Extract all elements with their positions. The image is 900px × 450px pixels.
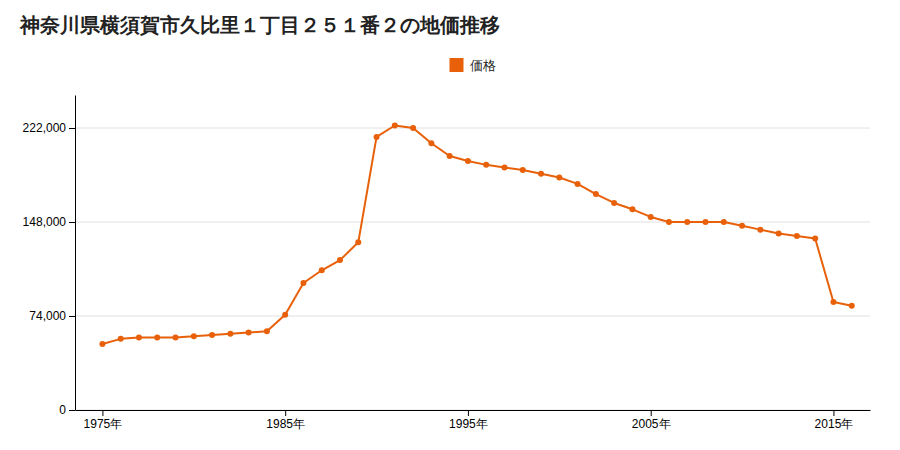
legend: 価格 (450, 58, 496, 73)
point (99, 341, 105, 347)
point (739, 223, 745, 229)
point (465, 158, 471, 164)
line (102, 125, 851, 343)
point (794, 233, 800, 239)
point (575, 181, 581, 187)
tick-mark (102, 410, 103, 416)
point (154, 335, 160, 341)
point (227, 331, 233, 337)
tick-label: 1985年 (266, 417, 305, 431)
tick-mark (285, 410, 286, 416)
point (282, 312, 288, 318)
axis-line (75, 96, 76, 411)
point (703, 219, 709, 225)
point (300, 280, 306, 286)
point (355, 239, 361, 245)
tick-label: 222,000 (23, 121, 67, 135)
markers (99, 122, 854, 346)
grid-line (75, 222, 870, 223)
tick: 222,000 (23, 121, 75, 135)
legend-swatch (450, 58, 464, 72)
point (684, 219, 690, 225)
point (136, 335, 142, 341)
tick: 1985年 (266, 410, 305, 431)
point (319, 267, 325, 273)
tick-label: 1975年 (84, 417, 123, 431)
point (392, 122, 398, 128)
axis-line (76, 410, 871, 411)
point (246, 330, 252, 336)
point (776, 230, 782, 236)
tick-mark (468, 410, 469, 416)
point (812, 236, 818, 242)
point (757, 227, 763, 233)
tick-label: 74,000 (29, 309, 66, 323)
point (648, 214, 654, 220)
tick-mark (69, 222, 75, 223)
point (447, 153, 453, 159)
tick-label: 2015年 (815, 417, 854, 431)
tick: 148,000 (23, 215, 75, 229)
tick-mark (69, 316, 75, 317)
title: 神奈川県横須賀市久比里１丁目２５１番２の地価推移 (19, 13, 500, 37)
point (556, 175, 562, 181)
grid-line (75, 316, 870, 317)
tick: 2015年 (815, 410, 854, 431)
point (337, 257, 343, 263)
point (410, 125, 416, 131)
tick: 0 (59, 403, 75, 417)
y-axis: 0 74,000 148,000 222,000 (23, 96, 76, 418)
point (611, 200, 617, 206)
tick-mark (69, 128, 75, 129)
tick-mark (69, 410, 75, 411)
marks (99, 122, 854, 346)
chart: 神奈川県横須賀市久比里１丁目２５１番２の地価推移 1975年 1985年 1995年 2… (0, 0, 900, 450)
point (374, 134, 380, 140)
point (629, 206, 635, 212)
tick-label: 148,000 (23, 215, 67, 229)
point (830, 299, 836, 305)
x-axis: 1975年 1985年 1995年 2005年 2015年 (76, 410, 871, 431)
grid-line (75, 410, 870, 411)
legend-label: 価格 (470, 58, 496, 73)
tick-label: 1995年 (449, 417, 488, 431)
point (264, 328, 270, 334)
tick: 74,000 (29, 309, 75, 323)
point (666, 219, 672, 225)
y-grid (75, 128, 870, 410)
grid-line (75, 128, 870, 129)
tick: 1995年 (449, 410, 488, 431)
point (593, 191, 599, 197)
tick: 1975年 (84, 410, 123, 431)
plot-area: 1975年 1985年 1995年 2005年 2015年 0 74,000 148,000 2… (23, 96, 871, 431)
point (849, 303, 855, 309)
legend-item: 価格 (450, 58, 496, 73)
tick-label: 2005年 (632, 417, 671, 431)
point (118, 336, 124, 342)
point (191, 333, 197, 339)
tick-mark (833, 410, 834, 416)
point (173, 335, 179, 341)
point (501, 164, 507, 170)
point (428, 140, 434, 146)
tick-mark (651, 410, 652, 416)
tick: 2005年 (632, 410, 671, 431)
tick-label: 0 (59, 403, 66, 417)
point (721, 219, 727, 225)
point (483, 162, 489, 168)
point (520, 167, 526, 173)
point (209, 332, 215, 338)
point (538, 171, 544, 177)
